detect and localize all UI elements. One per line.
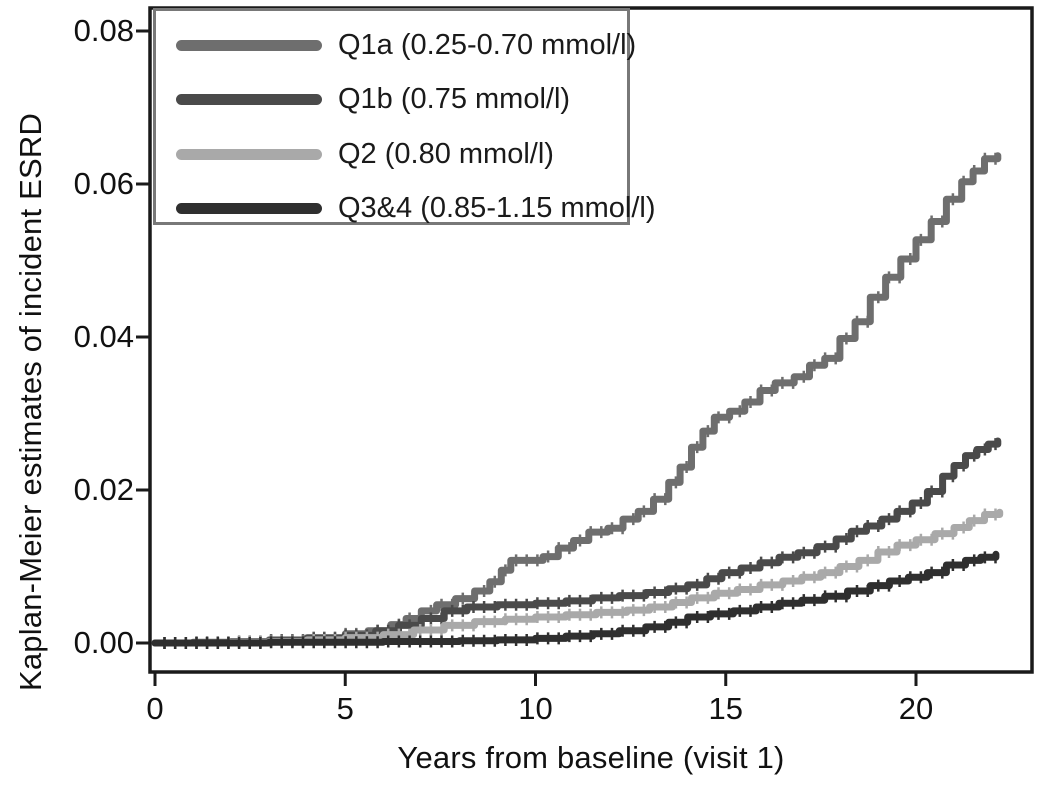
y-tick-label: 0.08 <box>73 13 134 48</box>
x-axis-title: Years from baseline (visit 1) <box>397 740 785 775</box>
x-tick-label: 20 <box>898 691 934 726</box>
series-line-3 <box>151 508 1004 647</box>
legend-swatch-icon <box>176 148 322 160</box>
series-censor-ticks-3 <box>163 508 997 649</box>
legend-label: Q1b (0.75 mmol/l) <box>338 83 571 115</box>
legend-swatch-icon <box>176 94 322 105</box>
legend-swatch-icon <box>176 203 322 214</box>
legend-swatch-icon <box>176 39 322 51</box>
legend-label: Q1a (0.25-0.70 mmol/l) <box>338 28 637 61</box>
y-tick-label: 0.02 <box>73 472 134 507</box>
x-tick-label: 5 <box>336 691 354 726</box>
x-tick-label: 10 <box>518 691 553 726</box>
series-line-1 <box>151 152 1002 647</box>
legend-label: Q2 (0.80 mmol/l) <box>338 137 554 170</box>
x-tick-label: 0 <box>146 691 164 726</box>
series-censor-ticks-4 <box>163 551 997 649</box>
series-line-2 <box>151 437 1002 647</box>
legend: Q1a (0.25-0.70 mmol/l) Q1b (0.75 mmol/l) Q… <box>153 8 656 225</box>
y-tick-label: 0.06 <box>73 166 134 201</box>
y-tick-label: 0.04 <box>73 319 134 354</box>
y-tick-label: 0.00 <box>73 625 134 660</box>
legend-item-2: Q1b (0.75 mmol/l) <box>176 77 570 123</box>
series-line-4 <box>151 550 1000 647</box>
legend-item-3: Q2 (0.80 mmol/l) <box>176 131 554 177</box>
legend-label: Q3&4 (0.85-1.15 mmol/l) <box>338 192 656 224</box>
legend-item-1: Q1a (0.25-0.70 mmol/l) <box>176 22 636 68</box>
x-tick-label: 15 <box>708 691 743 726</box>
legend-item-4: Q3&4 (0.85-1.15 mmol/l) <box>176 186 656 232</box>
